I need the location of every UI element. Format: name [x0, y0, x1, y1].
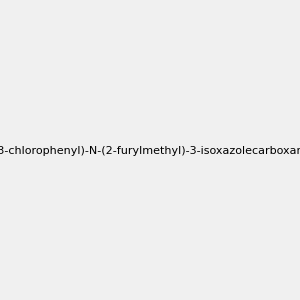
Text: 5-(3-chlorophenyl)-N-(2-furylmethyl)-3-isoxazolecarboxamide: 5-(3-chlorophenyl)-N-(2-furylmethyl)-3-i… [0, 146, 300, 157]
